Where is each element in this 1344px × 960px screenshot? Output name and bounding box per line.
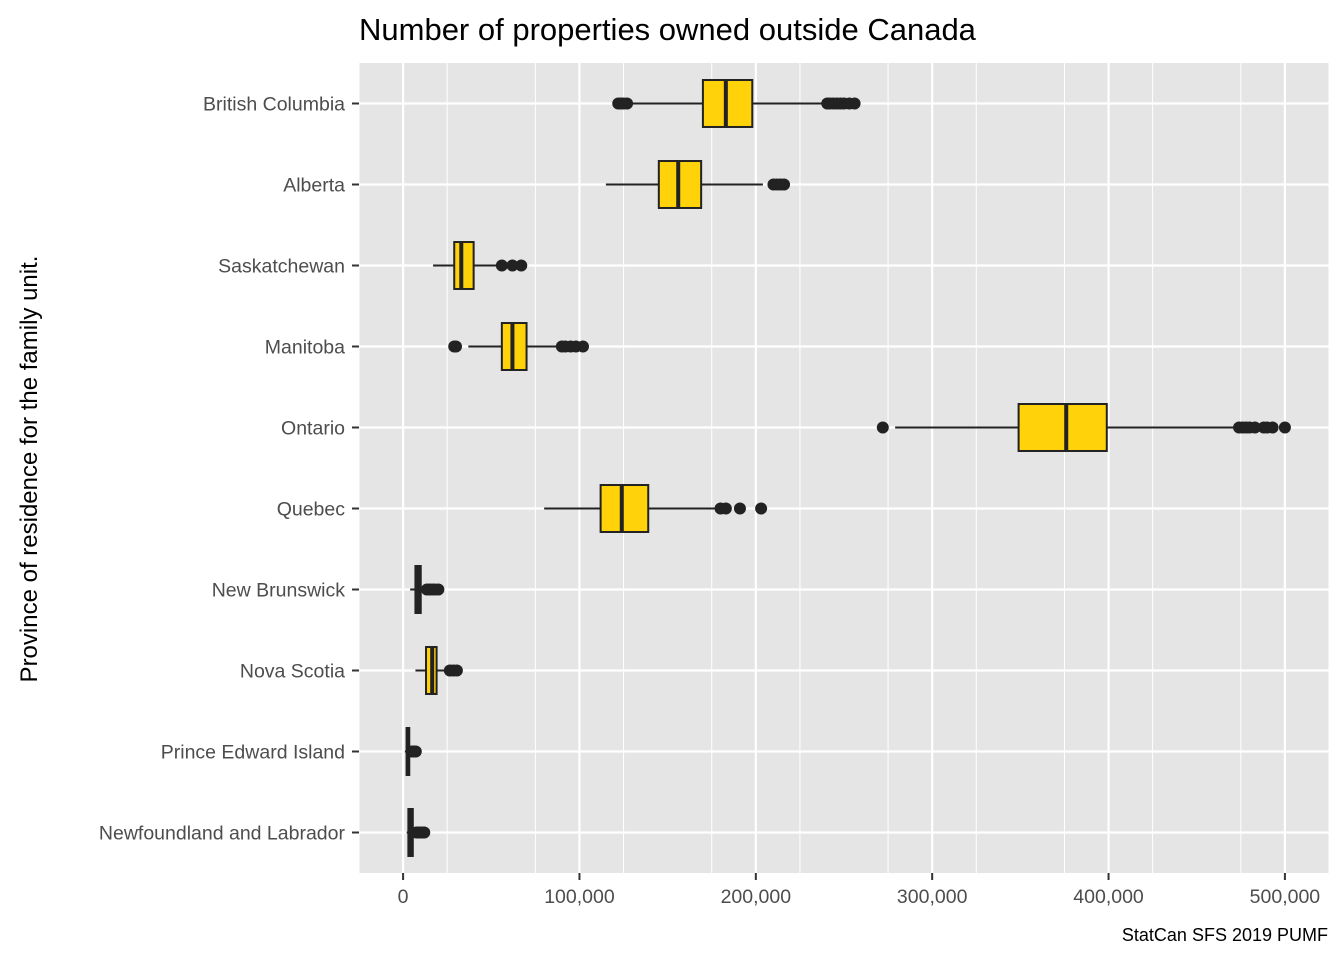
y-tick-label: Quebec xyxy=(277,499,346,521)
chart-caption: StatCan SFS 2019 PUMF xyxy=(1122,925,1328,945)
iqr-box xyxy=(599,484,650,533)
outlier-point xyxy=(1266,421,1279,434)
x-tick-label: 0 xyxy=(398,886,409,908)
box-group xyxy=(876,403,1291,452)
x-tick-label: 500,000 xyxy=(1250,886,1321,908)
box-group xyxy=(544,484,768,533)
outlier-point xyxy=(621,97,634,110)
y-tick-label: Manitoba xyxy=(265,337,345,359)
outlier-point xyxy=(755,502,768,515)
box-group xyxy=(605,160,791,209)
outlier-point xyxy=(495,259,508,272)
x-tick-label: 300,000 xyxy=(897,886,968,908)
outlier-point xyxy=(418,826,431,839)
outlier-point xyxy=(450,340,462,353)
y-tick-label: Prince Edward Island xyxy=(161,742,345,764)
iqr-box xyxy=(1017,403,1108,452)
box-group xyxy=(415,646,463,695)
box-group xyxy=(406,808,431,857)
box-group xyxy=(433,241,528,290)
outlier-point xyxy=(733,502,746,515)
x-tick-label: 400,000 xyxy=(1073,886,1144,908)
box-group xyxy=(612,79,861,128)
box-group xyxy=(404,727,422,776)
outlier-point xyxy=(515,259,528,272)
chart-title: Number of properties owned outside Canad… xyxy=(359,12,977,47)
x-tick-label: 100,000 xyxy=(544,886,615,908)
y-tick-label: Alberta xyxy=(283,175,345,197)
plot-panel xyxy=(359,63,1329,873)
plot-area: British Columbia Alberta Saskatchewan Manit… xyxy=(99,63,1330,908)
y-tick-label: Newfoundland and Labrador xyxy=(99,823,346,845)
outlier-point xyxy=(778,178,791,191)
y-tick-label: British Columbia xyxy=(203,94,345,116)
y-tick-label: New Brunswick xyxy=(212,580,346,602)
y-tick-label: Nova Scotia xyxy=(240,661,345,683)
y-tick-label: Saskatchewan xyxy=(218,256,345,278)
box-group xyxy=(448,322,589,371)
outlier-point xyxy=(450,664,463,677)
outlier-point xyxy=(1278,421,1291,434)
y-axis-label: Province of residence for the family uni… xyxy=(16,256,43,683)
outlier-point xyxy=(576,340,589,353)
y-tick-label: Ontario xyxy=(281,418,345,440)
outlier-point xyxy=(876,421,889,434)
outlier-point xyxy=(409,745,422,758)
box-group xyxy=(410,565,445,614)
outlier-point xyxy=(848,97,861,110)
outlier-point xyxy=(1248,421,1261,434)
outlier-point xyxy=(432,583,445,596)
x-tick-label: 200,000 xyxy=(721,886,792,908)
iqr-box xyxy=(453,241,475,290)
outlier-point xyxy=(506,259,519,272)
outlier-point xyxy=(719,502,732,515)
